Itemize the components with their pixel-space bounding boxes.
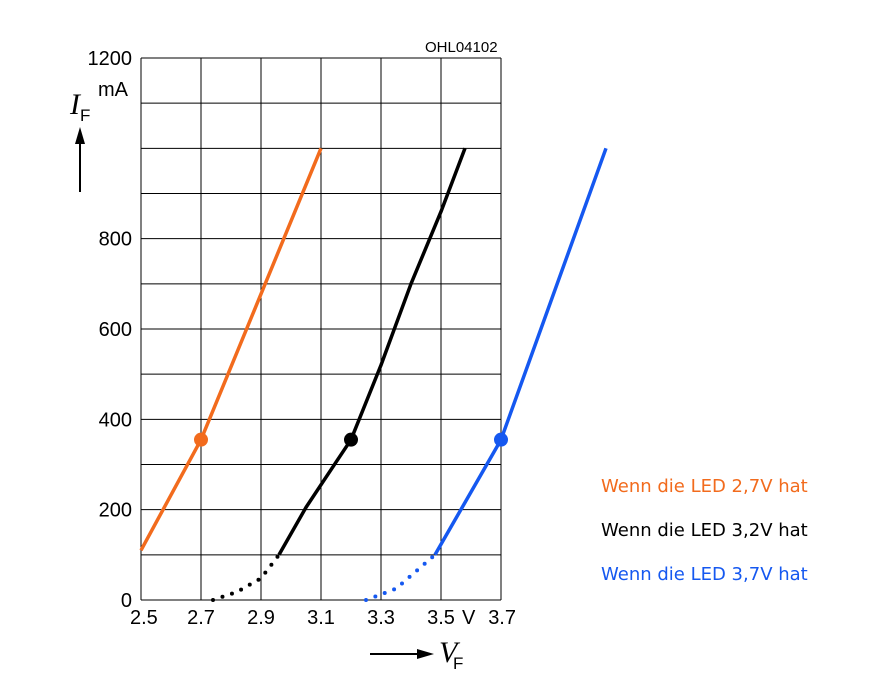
series-2-line: [277, 147, 467, 556]
legend-entry-1: Wenn die LED 2,7V hat: [601, 476, 808, 497]
y-axis-title: mA I F: [69, 79, 129, 192]
y-tick-label: 400: [99, 409, 132, 431]
x-tick-label: 3.1: [307, 607, 335, 629]
series-3-dotted-line: [364, 552, 437, 602]
x-axis-unit: V: [462, 607, 476, 629]
chart-grid: [140, 57, 502, 601]
x-axis-title: V V F: [370, 607, 476, 673]
y-axis-unit: mA: [98, 79, 129, 101]
y-axis-subscript: F: [80, 106, 90, 125]
x-axis-arrow-icon: [370, 649, 434, 659]
series-3-marker: [494, 432, 508, 447]
y-tick-label: 600: [99, 319, 132, 341]
chart-tick-labels: 0 200 400 600 800 1200 2.5 2.7 2.9 3.1 3.3 3.5 3.7: [88, 48, 517, 629]
series-2-marker: [344, 432, 358, 447]
x-tick-label: 3.7: [488, 607, 516, 629]
legend-entry-2: Wenn die LED 3,2V hat: [601, 520, 808, 541]
chart-legend: Wenn die LED 2,7V hat Wenn die LED 3,2V h…: [601, 476, 808, 585]
x-tick-label: 3.5: [427, 607, 455, 629]
series-3-line: [433, 147, 608, 556]
x-tick-label: 3.3: [367, 607, 395, 629]
y-tick-label: 1200: [88, 48, 133, 70]
y-axis-arrow-icon: [75, 127, 85, 192]
x-tick-label: 2.5: [130, 607, 158, 629]
y-tick-label: 800: [99, 229, 132, 251]
x-tick-label: 2.9: [247, 607, 275, 629]
series-1-line: [139, 147, 323, 552]
y-axis-symbol: I: [69, 88, 82, 121]
x-axis-subscript: F: [453, 654, 463, 673]
x-tick-label: 2.7: [187, 607, 215, 629]
legend-entry-3: Wenn die LED 3,7V hat: [601, 564, 808, 585]
diagram-code-label: OHL04102: [425, 39, 498, 56]
x-axis-symbol: V: [439, 636, 461, 669]
y-tick-label: 200: [99, 500, 132, 522]
chart-curves: [139, 147, 608, 602]
y-tick-label: 0: [121, 590, 132, 612]
series-1-marker: [194, 432, 208, 447]
series-2-dotted-line: [211, 552, 281, 602]
